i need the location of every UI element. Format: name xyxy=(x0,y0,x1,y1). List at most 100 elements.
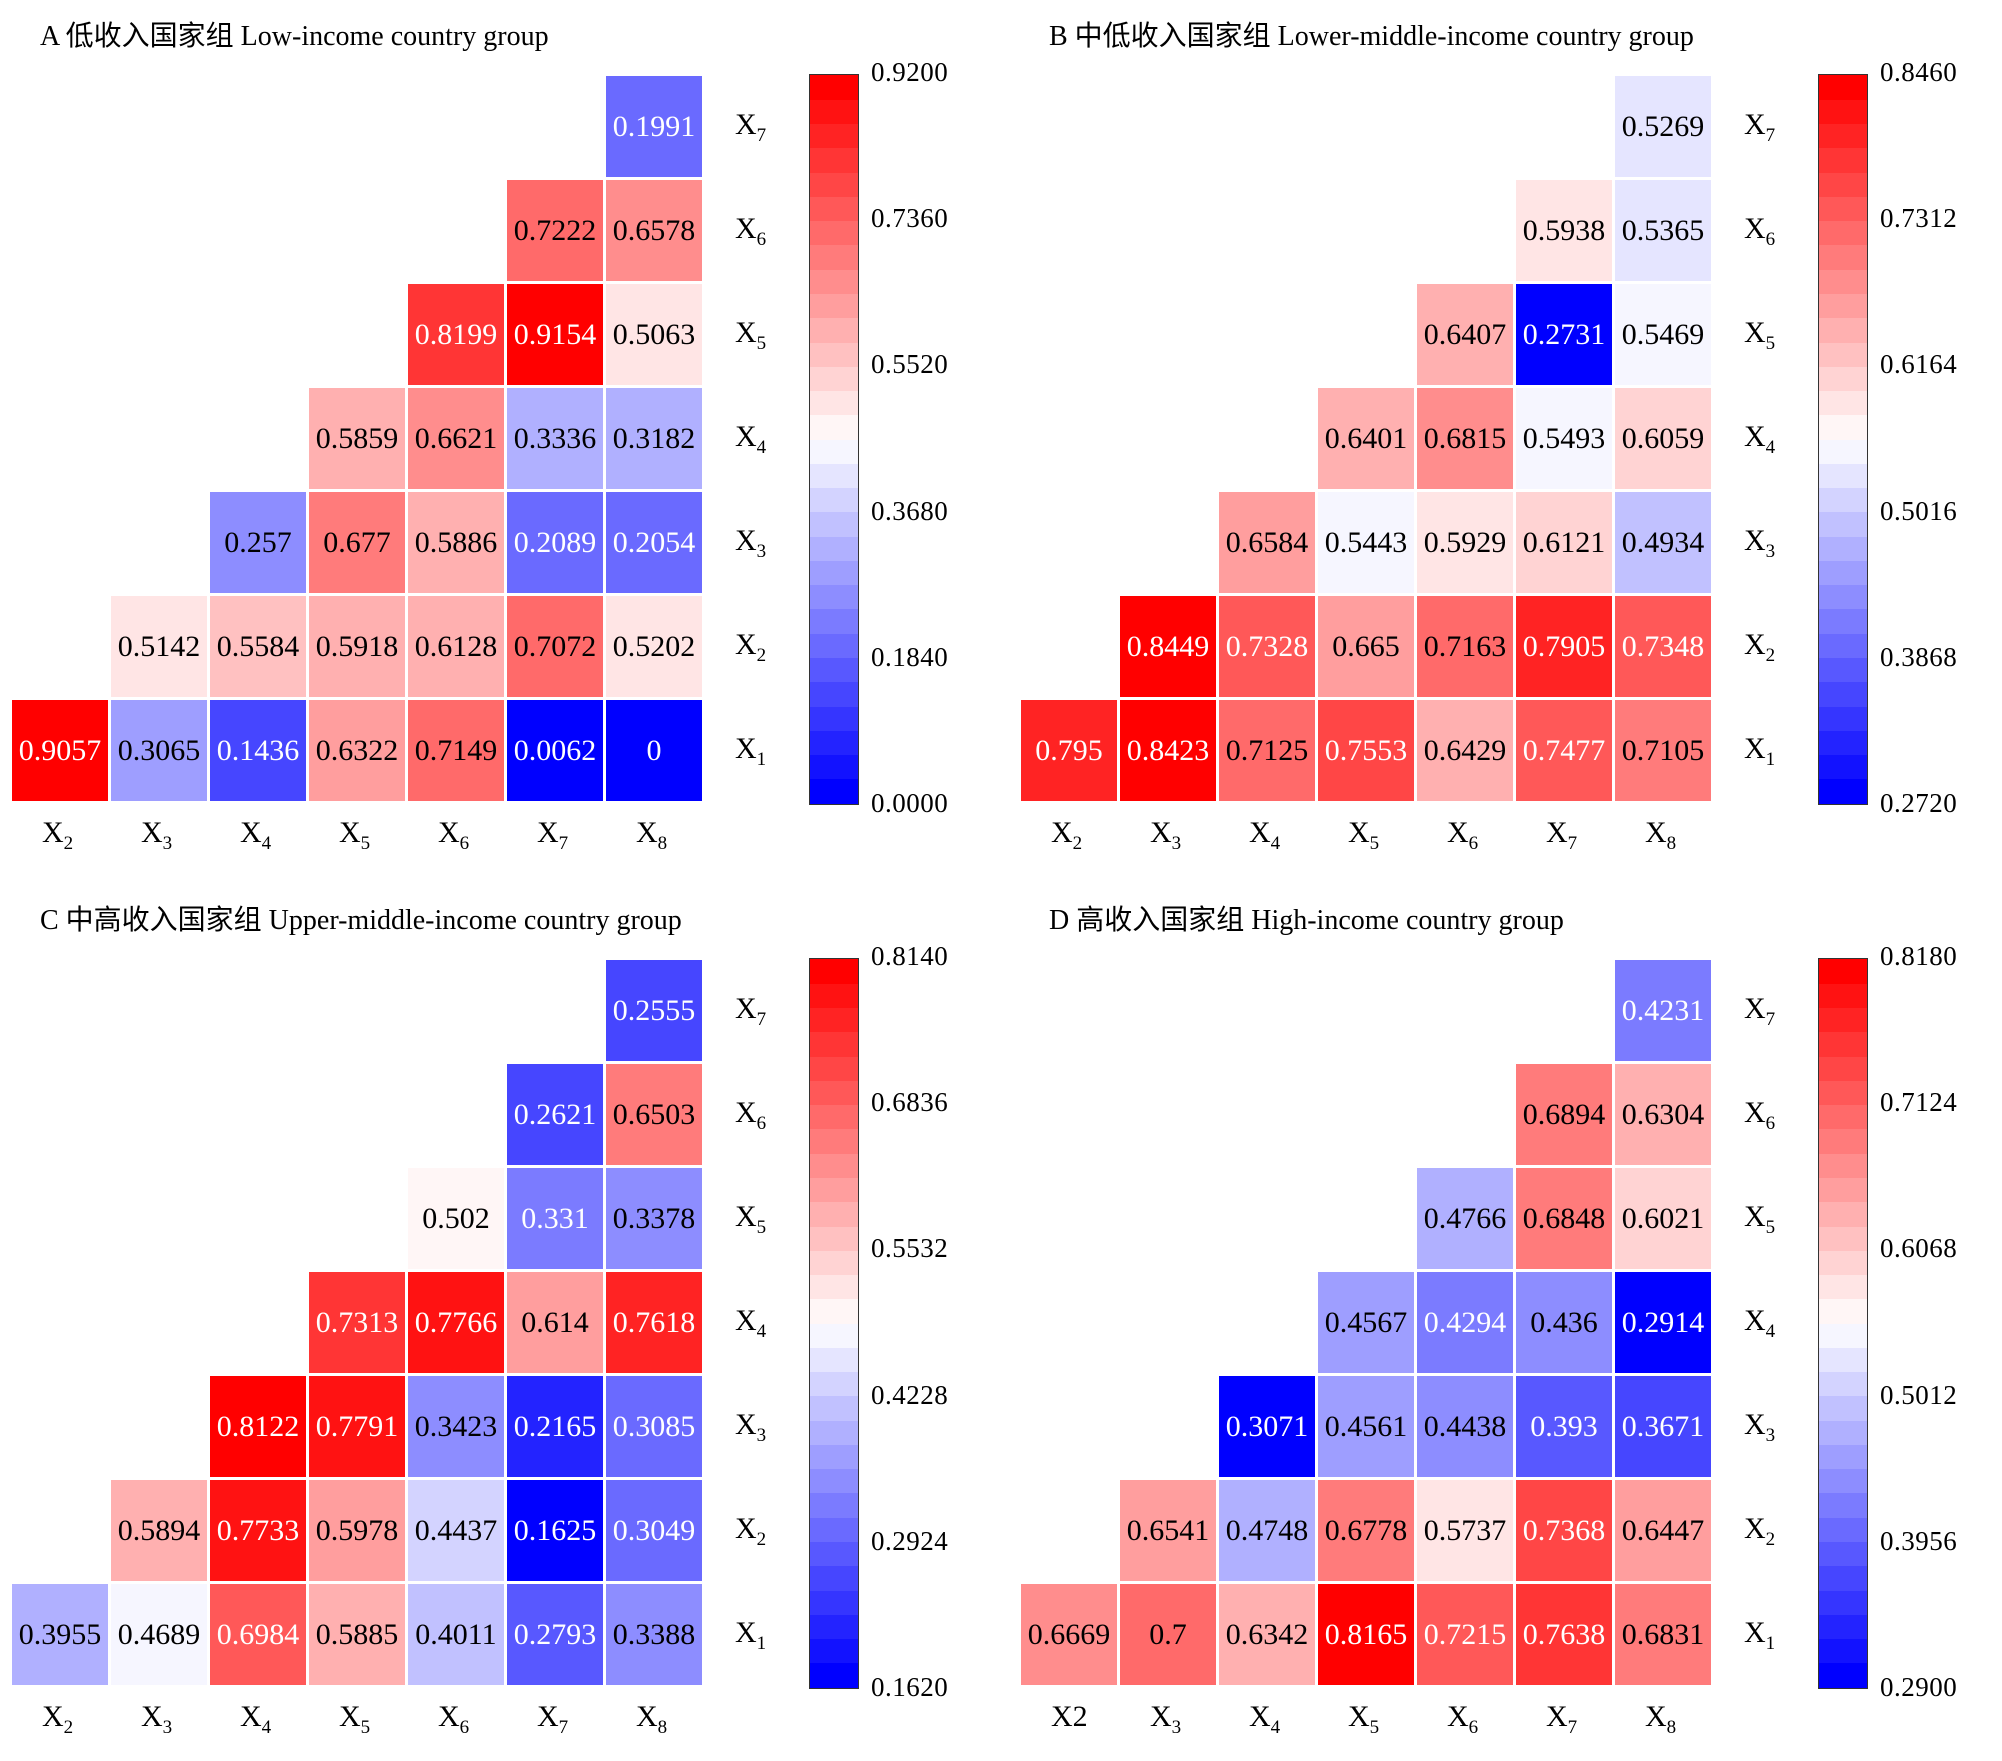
x-tick-label-subscript: 3 xyxy=(162,1717,173,1738)
colorbar-tick-label: 0.0000 xyxy=(871,788,949,818)
x-tick-label-base: X xyxy=(1249,1700,1271,1733)
y-tick-label: X6 xyxy=(1744,1096,1775,1133)
colorbar-step xyxy=(810,1541,858,1567)
y-tick-label: X7 xyxy=(735,108,766,145)
x-tick-label-base: X xyxy=(1348,1700,1370,1733)
colorbar-step xyxy=(1819,1662,1867,1688)
x-tick-label-base: X xyxy=(438,816,460,849)
colorbar-step xyxy=(1819,1371,1867,1397)
heatmap-cell: 0.5859 xyxy=(309,388,405,489)
heatmap-cell: 0.6121 xyxy=(1516,492,1612,593)
heatmap-cell: 0.7215 xyxy=(1417,1584,1513,1685)
x-tick-label: X3 xyxy=(141,816,172,853)
y-tick-label: X7 xyxy=(735,992,766,1029)
colorbar-step xyxy=(810,293,858,319)
colorbar-step xyxy=(810,1565,858,1591)
y-tick-label-base: X xyxy=(1744,1408,1766,1441)
colorbar-step xyxy=(810,1274,858,1300)
heatmap-cell: 0.6059 xyxy=(1615,388,1711,489)
x-tick-label-subscript: 6 xyxy=(1468,1717,1479,1738)
x-tick-label-subscript: 8 xyxy=(1666,1717,1677,1738)
colorbar-tick-label: 0.8180 xyxy=(1880,941,1958,971)
y-tick-label-base: X xyxy=(735,1200,757,1233)
colorbar-step xyxy=(810,959,858,984)
colorbar-step xyxy=(1819,1007,1867,1033)
heatmap-cell: 0.5584 xyxy=(210,596,306,697)
heatmap-cell: 0.6021 xyxy=(1615,1168,1711,1269)
y-tick-label-subscript: 5 xyxy=(1765,1217,1776,1238)
y-tick-label-base: X xyxy=(1744,212,1766,245)
heatmap-cell: 0.5365 xyxy=(1615,180,1711,281)
colorbar-step xyxy=(810,123,858,149)
heatmap-cell: 0.6407 xyxy=(1417,284,1513,385)
colorbar-tick-label: 0.3680 xyxy=(871,495,949,526)
y-tick-label-subscript: 7 xyxy=(756,1009,767,1030)
x-tick-label: X8 xyxy=(636,816,667,853)
colorbar-step xyxy=(810,1177,858,1203)
heatmap-cell: 0.6584 xyxy=(1219,492,1315,593)
colorbar-tick-label: 0.2720 xyxy=(1880,788,1958,818)
colorbar-step xyxy=(1819,560,1867,586)
heatmap-cell: 0.5886 xyxy=(408,492,504,593)
colorbar-tick-label: 0.6164 xyxy=(1880,349,1958,380)
heatmap-cell: 0.7905 xyxy=(1516,596,1612,697)
colorbar-step xyxy=(1819,123,1867,149)
heatmap-cell: 0.6304 xyxy=(1615,1064,1711,1165)
y-tick-label-base: X xyxy=(735,524,757,557)
y-tick-label: X6 xyxy=(735,212,766,249)
heatmap-cell: 0.5493 xyxy=(1516,388,1612,489)
panel-title: D 高收入国家组 High-income country group xyxy=(1049,905,1564,936)
heatmap-cell: 0.4934 xyxy=(1615,492,1711,593)
x-tick-label: X8 xyxy=(636,1700,667,1737)
colorbar-step xyxy=(810,487,858,513)
colorbar-step xyxy=(1819,1323,1867,1348)
heatmap-cell: 0.7477 xyxy=(1516,700,1612,801)
x-tick-label-base: X xyxy=(1546,816,1568,849)
colorbar-step xyxy=(810,1031,858,1057)
x-tick-label-base: X xyxy=(1447,1700,1469,1733)
heatmap-cell: 0.2621 xyxy=(507,1064,603,1165)
colorbar-tick-label: 0.7124 xyxy=(1880,1087,1958,1118)
heatmap-cell: 0.5443 xyxy=(1318,492,1414,593)
heatmap-cell: 0.7149 xyxy=(408,700,504,801)
y-tick-label: X1 xyxy=(735,732,766,769)
colorbar-step xyxy=(1819,1614,1867,1640)
x-tick-label-base: X xyxy=(1348,816,1370,849)
x-tick-label-base: X xyxy=(1249,816,1271,849)
x-tick-label-base: X xyxy=(1546,1700,1568,1733)
colorbar-step xyxy=(810,983,858,1009)
heatmap-cell: 0.7125 xyxy=(1219,700,1315,801)
x-tick-label-base: X xyxy=(1447,816,1469,849)
x-tick-label-base: X xyxy=(42,816,64,849)
y-tick-label-base: X xyxy=(1744,732,1766,765)
y-tick-label-base: X xyxy=(1744,1304,1766,1337)
colorbar-step xyxy=(810,196,858,222)
x-tick-label-base: X xyxy=(240,816,262,849)
y-tick-label-base: X xyxy=(735,1512,757,1545)
y-tick-label-subscript: 1 xyxy=(1765,749,1776,770)
colorbar-tick-label: 0.8140 xyxy=(871,941,949,971)
colorbar-step xyxy=(810,1153,858,1178)
heatmap-cell: 0.6815 xyxy=(1417,388,1513,489)
colorbar-step xyxy=(1819,584,1867,610)
y-tick-label: X2 xyxy=(735,628,766,665)
x-tick-label-base: X xyxy=(1150,816,1172,849)
x-tick-label: X5 xyxy=(339,816,370,853)
x-tick-label: X5 xyxy=(1348,1700,1379,1737)
colorbar-step xyxy=(1819,1541,1867,1567)
colorbar-tick-label: 0.1840 xyxy=(871,641,949,672)
colorbar-step xyxy=(1819,1225,1867,1251)
colorbar-step xyxy=(810,1589,858,1615)
x-tick-label: X3 xyxy=(1150,1700,1181,1737)
heatmap-cell: 0.257 xyxy=(210,492,306,593)
x-tick-label-base: X xyxy=(537,1700,559,1733)
heatmap-cell: 0.6778 xyxy=(1318,1480,1414,1581)
colorbar-step xyxy=(1819,1104,1867,1130)
y-tick-label: X7 xyxy=(1744,992,1775,1029)
x-tick-label-subscript: 7 xyxy=(1567,1717,1578,1738)
x-tick-label-subscript: 8 xyxy=(657,1717,668,1738)
heatmap-cell: 0.6894 xyxy=(1516,1064,1612,1165)
x-tick-label-subscript: 5 xyxy=(360,1717,371,1738)
y-tick-label-subscript: 6 xyxy=(756,1113,767,1134)
y-tick-label: X5 xyxy=(1744,1200,1775,1237)
